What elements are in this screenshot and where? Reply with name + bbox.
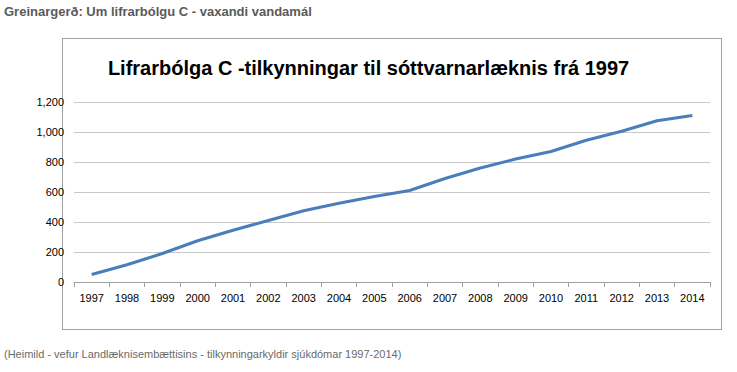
- svg-text:2007: 2007: [433, 292, 457, 304]
- svg-text:1,200: 1,200: [36, 96, 64, 108]
- svg-text:2009: 2009: [503, 292, 527, 304]
- svg-text:2013: 2013: [645, 292, 669, 304]
- svg-text:2006: 2006: [397, 292, 421, 304]
- svg-text:2014: 2014: [680, 292, 704, 304]
- svg-text:2001: 2001: [221, 292, 245, 304]
- svg-text:400: 400: [46, 216, 64, 228]
- svg-text:2008: 2008: [468, 292, 492, 304]
- svg-text:0: 0: [58, 276, 64, 288]
- svg-text:2002: 2002: [256, 292, 280, 304]
- svg-text:2003: 2003: [291, 292, 315, 304]
- svg-text:2012: 2012: [609, 292, 633, 304]
- html-text:(Heimild - vefur Landlæknisemb: (Heimild - vefur Landlæknisembættisins -…: [4, 348, 402, 360]
- svg-text:2011: 2011: [575, 292, 599, 304]
- svg-text:2004: 2004: [327, 292, 351, 304]
- svg-text:2010: 2010: [539, 292, 563, 304]
- svg-text:Lifrarbólga C -tilkynningar ti: Lifrarbólga C -tilkynningar til sóttvarn…: [108, 57, 629, 79]
- svg-text:1,000: 1,000: [36, 126, 64, 138]
- svg-text:2005: 2005: [362, 292, 386, 304]
- svg-text:2000: 2000: [185, 292, 209, 304]
- html-text:Greinargerð: Um lifrarbólgu C: Greinargerð: Um lifrarbólgu C - vaxandi …: [4, 4, 312, 19]
- svg-text:600: 600: [46, 186, 64, 198]
- svg-text:1997: 1997: [79, 292, 103, 304]
- svg-text:1999: 1999: [150, 292, 174, 304]
- svg-text:200: 200: [46, 246, 64, 258]
- svg-text:800: 800: [46, 156, 64, 168]
- svg-text:1998: 1998: [115, 292, 139, 304]
